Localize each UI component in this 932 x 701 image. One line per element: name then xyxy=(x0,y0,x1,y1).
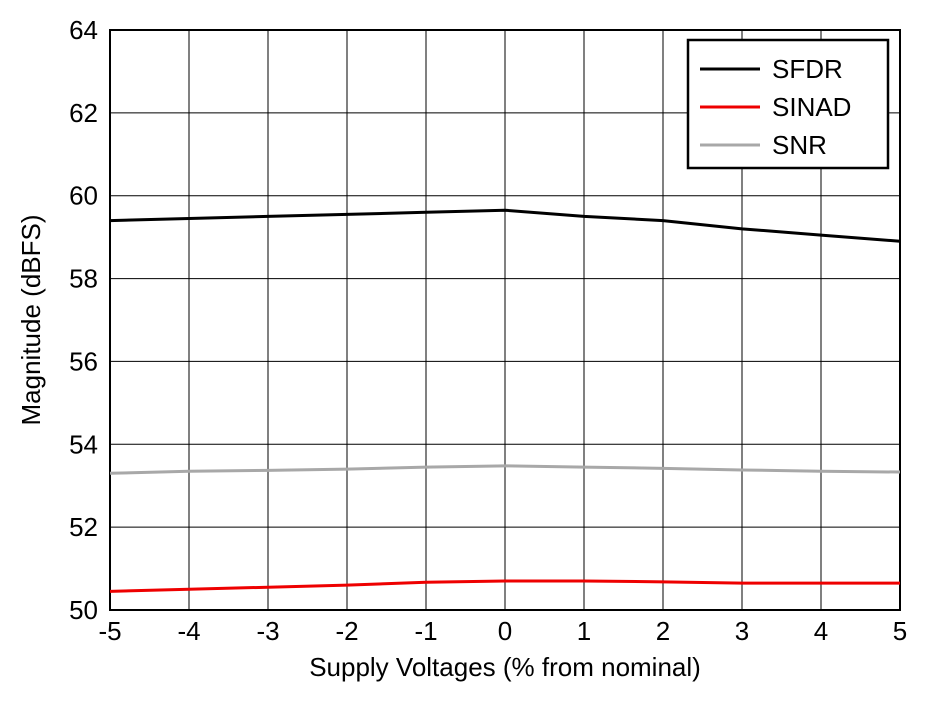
legend-label: SFDR xyxy=(772,54,843,84)
chart-svg: -5 -4 -3 -2 -1 0 1 2 3 4 5 50 52 54 56 58 60 62 64 Supply V… xyxy=(0,0,932,701)
y-tick-label: 50 xyxy=(69,595,98,625)
x-tick-label: 2 xyxy=(656,616,670,646)
y-tick-label: 54 xyxy=(69,429,98,459)
x-tick-label: -3 xyxy=(256,616,279,646)
x-tick-label: 4 xyxy=(814,616,828,646)
x-tick-label: -2 xyxy=(335,616,358,646)
y-tick-label: 64 xyxy=(69,15,98,45)
y-axis-label: Magnitude (dBFS) xyxy=(16,215,46,426)
legend-label: SINAD xyxy=(772,92,851,122)
legend-label: SNR xyxy=(772,130,827,160)
x-tick-label: -5 xyxy=(98,616,121,646)
y-tick-label: 58 xyxy=(69,264,98,294)
x-tick-label: 5 xyxy=(893,616,907,646)
y-tick-label: 60 xyxy=(69,181,98,211)
y-tick-label: 52 xyxy=(69,512,98,542)
line-chart: -5 -4 -3 -2 -1 0 1 2 3 4 5 50 52 54 56 58 60 62 64 Supply V… xyxy=(0,0,932,701)
x-tick-label: 1 xyxy=(577,616,591,646)
x-tick-label: -4 xyxy=(177,616,200,646)
y-tick-label: 56 xyxy=(69,346,98,376)
x-tick-label: 3 xyxy=(735,616,749,646)
x-tick-label: -1 xyxy=(414,616,437,646)
y-tick-label: 62 xyxy=(69,98,98,128)
x-axis-label: Supply Voltages (% from nominal) xyxy=(309,652,701,682)
x-tick-label: 0 xyxy=(498,616,512,646)
